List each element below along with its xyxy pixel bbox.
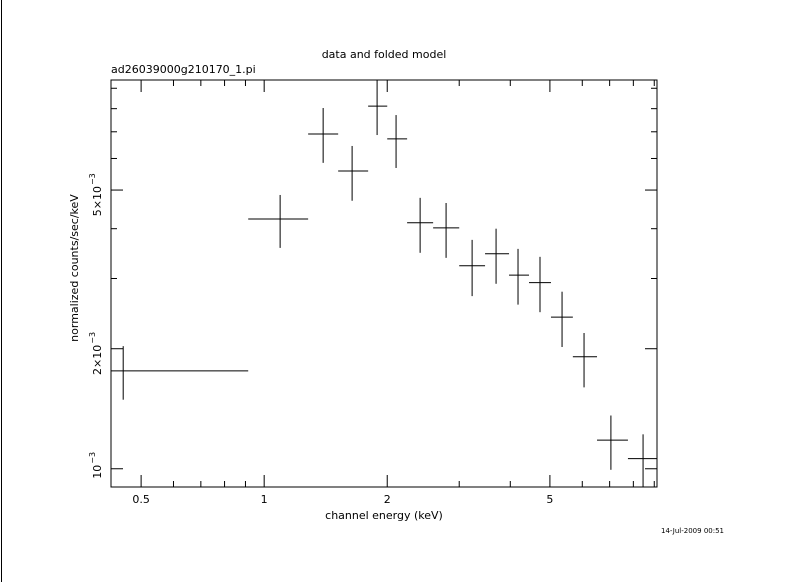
y-tick-exponent: −3 [88,452,97,464]
y-axis-label: normalized counts/sec/keV [68,194,81,342]
y-tick-label: 5×10 [91,186,104,216]
chart-subtitle: ad26039000g210170_1.pi [111,63,256,76]
chart-title: data and folded model [322,48,447,61]
y-tick-label: 10 [91,465,104,479]
x-tick-label: 5 [546,493,553,506]
x-tick-label: 1 [261,493,268,506]
y-tick-label-group: 10−3 [88,452,104,479]
timestamp: 14-Jul-2009 00:51 [661,527,724,535]
x-tick-label: 0.5 [132,493,150,506]
y-tick-exponent: −3 [88,332,97,344]
x-axis-label: channel energy (keV) [325,509,443,522]
y-tick-label-group: 5×10−3 [88,173,104,216]
y-tick-exponent: −3 [88,173,97,185]
y-tick-label-group: 2×10−3 [88,332,104,375]
y-tick-label: 2×10 [91,345,104,375]
plot-frame [110,79,658,488]
x-tick-label: 2 [384,493,391,506]
